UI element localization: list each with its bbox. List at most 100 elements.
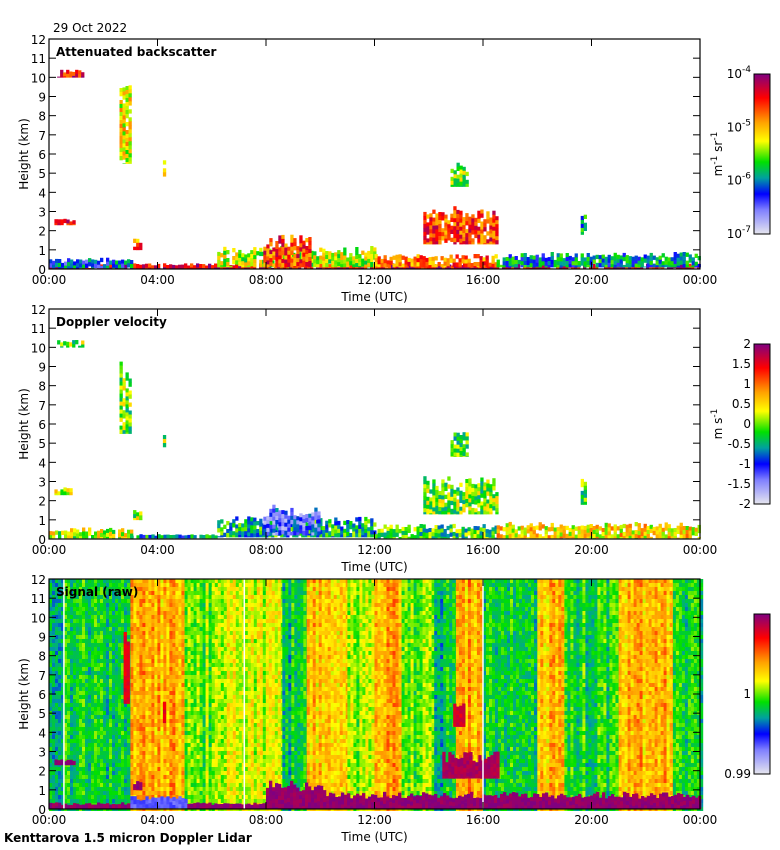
heatmap-cell — [166, 643, 170, 647]
heatmap-cell — [289, 253, 293, 258]
heatmap-cell — [76, 655, 80, 659]
heatmap-cell — [610, 256, 614, 261]
heatmap-cell — [471, 242, 475, 245]
heatmap-cell — [97, 727, 101, 731]
heatmap-cell — [97, 791, 101, 795]
heatmap-cell — [55, 583, 59, 587]
heatmap-cell — [112, 263, 116, 268]
heatmap-cell — [103, 727, 107, 731]
heatmap-cell — [82, 659, 86, 663]
heatmap-cell — [299, 521, 303, 526]
heatmap-cell — [453, 222, 457, 227]
heatmap-cell — [429, 221, 433, 226]
heatmap-cell — [163, 591, 167, 595]
heatmap-cell — [305, 250, 309, 255]
heatmap-cell — [125, 86, 129, 91]
heatmap-cell — [122, 123, 126, 128]
heatmap-cell — [121, 715, 125, 719]
heatmap-cell — [223, 262, 227, 268]
heatmap-cell — [447, 508, 451, 513]
heatmap-cell — [370, 250, 374, 255]
heatmap-cell — [505, 523, 509, 528]
heatmap-cell — [313, 534, 317, 538]
heatmap-cell — [157, 687, 161, 691]
heatmap-cell — [55, 679, 59, 683]
heatmap-cell — [685, 260, 689, 265]
heatmap-cell — [55, 715, 59, 719]
heatmap-cell — [465, 503, 469, 508]
heatmap-cell — [139, 599, 143, 603]
heatmap-cell — [122, 91, 126, 96]
heatmap-cell — [483, 498, 487, 503]
heatmap-cell — [64, 687, 68, 691]
heatmap-cell — [151, 579, 155, 583]
heatmap-cell — [54, 493, 58, 496]
heatmap-cell — [118, 675, 122, 679]
heatmap-cell — [100, 703, 104, 707]
heatmap-cell — [82, 699, 86, 703]
heatmap-cell — [266, 527, 270, 533]
heatmap-cell — [544, 534, 548, 539]
heatmap-cell — [82, 583, 86, 587]
heatmap-cell — [456, 229, 460, 235]
heatmap-cell — [97, 759, 101, 763]
heatmap-cell — [127, 615, 131, 619]
heatmap-cell — [166, 655, 170, 659]
heatmap-cell — [438, 491, 442, 496]
heatmap-cell — [121, 755, 125, 759]
heatmap-cell — [473, 534, 477, 539]
heatmap-cell — [465, 491, 469, 496]
heatmap-cell — [486, 215, 490, 220]
heatmap-cell — [72, 75, 76, 78]
heatmap-cell — [142, 534, 146, 539]
heatmap-cell — [148, 791, 152, 795]
heatmap-cell — [166, 787, 170, 791]
heatmap-cell — [443, 533, 447, 538]
heatmap-cell — [398, 266, 402, 268]
heatmap-cell — [142, 699, 146, 703]
heatmap-cell — [73, 775, 77, 779]
heatmap-cell — [187, 265, 191, 270]
heatmap-cell — [462, 241, 466, 245]
heatmap-cell — [169, 535, 173, 539]
heatmap-cell — [81, 76, 85, 78]
heatmap-cell — [118, 707, 122, 711]
heatmap-cell — [426, 238, 430, 243]
heatmap-cell — [580, 529, 584, 534]
heatmap-cell — [160, 587, 164, 591]
heatmap-cell — [462, 225, 466, 230]
heatmap-cell — [483, 490, 487, 495]
heatmap-cell — [169, 595, 173, 599]
heatmap-cell — [130, 643, 134, 647]
heatmap-cell — [553, 527, 557, 532]
heatmap-cell — [94, 591, 98, 595]
heatmap-cell — [78, 74, 82, 78]
y-axis-label: Height (km) — [17, 388, 31, 459]
heatmap-cell — [643, 535, 647, 539]
heatmap-cell — [160, 723, 164, 727]
heatmap-cell — [127, 715, 131, 719]
heatmap-cell — [142, 651, 146, 655]
heatmap-cell — [334, 517, 338, 522]
heatmap-cell — [91, 703, 95, 707]
heatmap-cell — [100, 537, 104, 539]
heatmap-cell — [118, 663, 122, 667]
heatmap-cell — [106, 703, 110, 707]
heatmap-cell — [61, 795, 65, 799]
heatmap-cell — [418, 267, 422, 270]
heatmap-cell — [266, 260, 270, 265]
heatmap-cell — [441, 499, 445, 504]
heatmap-cell — [64, 643, 68, 647]
heatmap-cell — [106, 767, 110, 771]
heatmap-cell — [82, 679, 86, 683]
heatmap-cell — [61, 530, 65, 535]
heatmap-cell — [160, 591, 164, 595]
heatmap-cell — [465, 233, 469, 238]
heatmap-cell — [142, 723, 146, 727]
heatmap-cell — [370, 262, 374, 267]
heatmap-cell — [485, 263, 489, 268]
heatmap-cell — [308, 253, 312, 258]
heatmap-cell — [142, 771, 146, 775]
heatmap-cell — [232, 523, 236, 528]
heatmap-cell — [94, 631, 98, 635]
